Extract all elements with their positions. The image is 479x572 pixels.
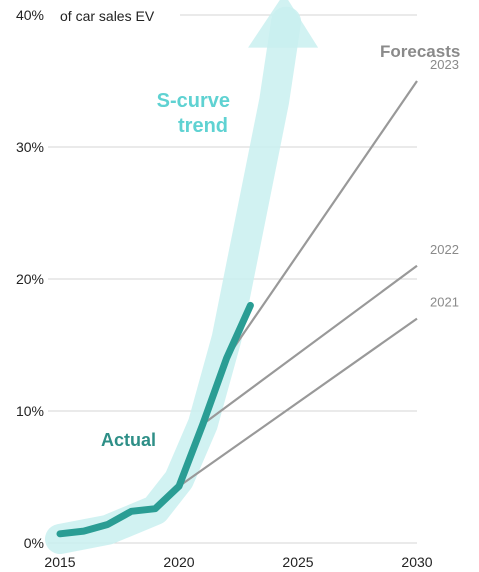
x-tick-label: 2025	[282, 554, 313, 570]
actual-label: Actual	[101, 430, 156, 450]
s-curve-label-line2: trend	[178, 115, 228, 137]
y-tick-label: 30%	[16, 139, 44, 155]
forecast-label-2022: 2022	[430, 242, 459, 257]
forecast-label-2021: 2021	[430, 295, 459, 310]
actual-series	[56, 301, 254, 538]
trend-arrowhead	[248, 0, 319, 48]
forecast-lines: 2023 2022 2021	[178, 57, 459, 488]
y-tick-label: 10%	[16, 403, 44, 419]
forecast-line-2021	[178, 317, 418, 488]
axes: 0% 10% 20% 30% 40% 2015 2020 2025 2030	[16, 7, 433, 570]
y-tick-label: 20%	[16, 271, 44, 287]
forecasts-title: Forecasts	[380, 42, 460, 61]
y-unit-label: of car sales EV	[60, 8, 155, 24]
forecast-line-2022	[202, 264, 418, 426]
y-tick-label: 40%	[16, 7, 44, 23]
forecast-label-2023: 2023	[430, 57, 459, 72]
s-curve-label-line1: S-curve	[157, 90, 230, 112]
x-tick-label: 2020	[163, 554, 194, 570]
x-tick-label: 2015	[44, 554, 75, 570]
y-tick-label: 0%	[24, 535, 44, 551]
x-tick-label: 2030	[401, 554, 432, 570]
forecast-line-2023	[225, 80, 418, 359]
